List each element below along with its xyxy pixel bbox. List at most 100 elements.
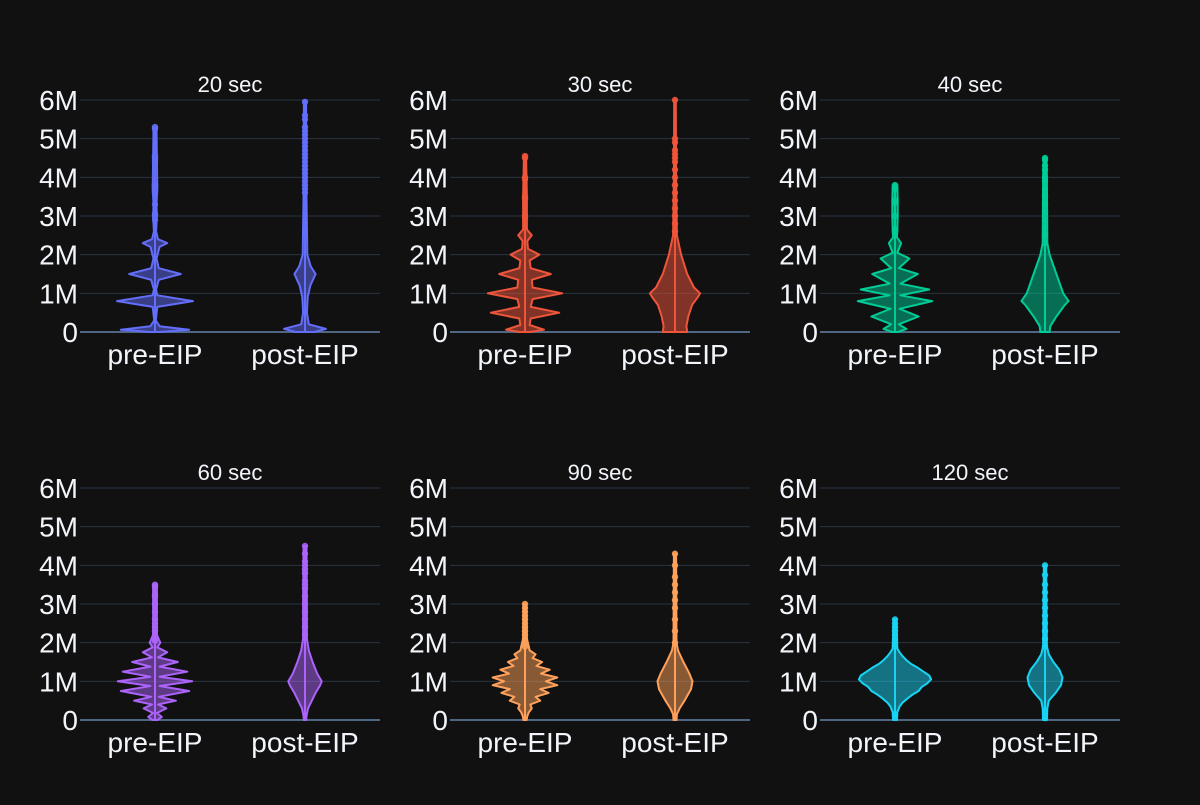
y-tick-label: 3M — [39, 201, 78, 232]
x-tick-label: post-EIP — [991, 727, 1098, 758]
subplot-title: 30 sec — [568, 72, 633, 97]
outlier-point — [891, 226, 899, 233]
outlier-point — [1041, 612, 1049, 619]
outlier-point — [671, 228, 679, 235]
subplot-title: 20 sec — [198, 72, 263, 97]
outlier-point — [151, 181, 159, 189]
outlier-point — [301, 112, 309, 119]
y-tick-label: 4M — [39, 162, 78, 193]
outlier-point — [1041, 596, 1049, 604]
outlier-point — [1041, 216, 1049, 224]
subplot-title: 120 sec — [931, 460, 1008, 485]
subplot-title: 90 sec — [568, 460, 633, 485]
y-tick-label: 6M — [39, 85, 78, 116]
y-tick-label: 6M — [779, 85, 818, 116]
y-tick-label: 1M — [39, 278, 78, 309]
outlier-point — [151, 152, 159, 160]
outlier-point — [671, 627, 679, 635]
outlier-point — [671, 181, 679, 189]
outlier-point — [1041, 185, 1049, 193]
outlier-point — [671, 220, 679, 227]
outlier-point — [891, 212, 899, 220]
outlier-point — [1041, 707, 1049, 714]
outlier-point — [671, 166, 679, 173]
outlier-point — [301, 624, 309, 631]
outlier-point — [1041, 604, 1049, 612]
x-tick-label: post-EIP — [621, 339, 728, 370]
outlier-point — [671, 96, 679, 104]
y-tick-label: 5M — [779, 124, 818, 155]
y-tick-label: 4M — [779, 550, 818, 581]
outlier-point — [671, 573, 679, 581]
y-tick-label: 2M — [409, 628, 448, 659]
outlier-point — [1041, 201, 1049, 208]
y-tick-label: 1M — [39, 666, 78, 697]
outlier-point — [521, 600, 529, 608]
outlier-point — [671, 147, 679, 154]
outlier-point — [301, 608, 309, 615]
outlier-point — [301, 631, 309, 639]
outlier-point — [151, 600, 159, 608]
y-tick-label: 0 — [802, 317, 818, 348]
outlier-point — [671, 550, 679, 557]
outlier-point — [671, 589, 679, 596]
y-tick-label: 5M — [409, 512, 448, 543]
subplot-3: 40 sec 0 1M 2M 3M 4M 5M 6M pre-EIP post-EIP — [779, 72, 1120, 370]
x-tick-label: pre-EIP — [848, 339, 943, 370]
outlier-point — [521, 152, 529, 160]
outlier-point — [1041, 239, 1049, 247]
x-tick-label: post-EIP — [251, 339, 358, 370]
outlier-point — [891, 711, 899, 718]
x-tick-label: pre-EIP — [478, 727, 573, 758]
y-tick-label: 6M — [779, 473, 818, 504]
y-tick-label: 4M — [409, 550, 448, 581]
y-tick-label: 5M — [39, 512, 78, 543]
outlier-point — [301, 558, 309, 565]
y-tick-label: 6M — [39, 473, 78, 504]
subplot-1: 20 sec 0 1M 2M 3M 4M 5M 6M pre-EIP post-EIP — [39, 72, 380, 370]
y-tick-label: 6M — [409, 85, 448, 116]
x-tick-label: pre-EIP — [848, 727, 943, 758]
outlier-point — [671, 604, 679, 612]
outlier-point — [1041, 193, 1049, 200]
outlier-point — [1041, 571, 1049, 579]
y-tick-label: 1M — [779, 666, 818, 697]
outlier-point — [151, 616, 159, 623]
outlier-point — [1041, 154, 1049, 162]
outlier-point — [521, 193, 529, 200]
outlier-point — [1041, 562, 1049, 569]
outlier-point — [1041, 627, 1049, 635]
outlier-point — [1041, 643, 1049, 650]
y-tick-label: 0 — [62, 705, 78, 736]
y-tick-label: 0 — [802, 705, 818, 736]
outlier-point — [301, 577, 309, 584]
y-tick-label: 4M — [779, 162, 818, 193]
outlier-point — [891, 616, 899, 623]
x-tick-label: post-EIP — [621, 727, 728, 758]
y-tick-label: 2M — [39, 628, 78, 659]
subplot-6: 120 sec 0 1M 2M 3M 4M 5M 6M pre-EIP post-EIP — [779, 460, 1120, 758]
y-tick-label: 4M — [39, 550, 78, 581]
outlier-point — [301, 600, 309, 608]
outlier-point — [1041, 589, 1049, 596]
outlier-point — [1041, 620, 1049, 627]
outlier-point — [1041, 162, 1049, 169]
outlier-point — [671, 616, 679, 623]
y-tick-label: 0 — [432, 317, 448, 348]
y-tick-label: 3M — [779, 589, 818, 620]
y-tick-label: 3M — [779, 201, 818, 232]
y-tick-label: 1M — [409, 278, 448, 309]
y-tick-label: 2M — [779, 240, 818, 271]
outlier-point — [671, 639, 679, 646]
outlier-point — [671, 212, 679, 220]
y-tick-label: 2M — [409, 240, 448, 271]
outlier-point — [1041, 635, 1049, 642]
outlier-point — [891, 181, 899, 189]
subplot-title: 60 sec — [198, 460, 263, 485]
outlier-point — [671, 197, 679, 204]
x-tick-label: pre-EIP — [108, 727, 203, 758]
y-tick-label: 1M — [779, 278, 818, 309]
subplot-2: 30 sec 0 1M 2M 3M 4M 5M 6M pre-EIP post-EIP — [409, 72, 750, 370]
